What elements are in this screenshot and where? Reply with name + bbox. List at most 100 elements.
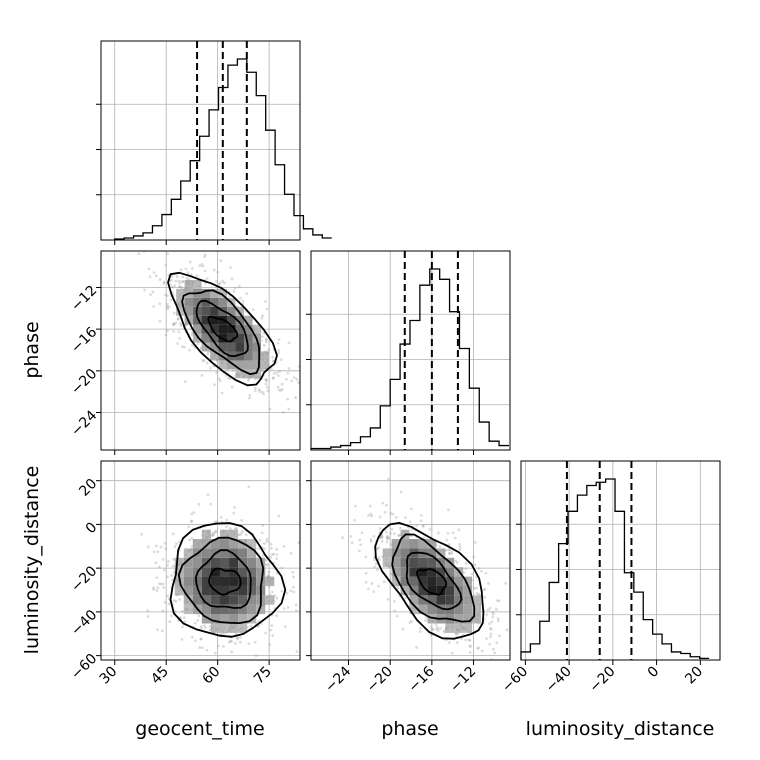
scatter-point (188, 538, 192, 542)
scatter-point (287, 407, 291, 411)
scatter-point (374, 562, 378, 566)
scatter-point (228, 366, 232, 369)
density-cell (409, 576, 419, 586)
scatter-point (225, 525, 229, 529)
scatter-point (257, 388, 261, 391)
density-cell (219, 585, 230, 596)
scatter-point (248, 315, 252, 319)
scatter-point (193, 639, 197, 643)
density-cell (210, 576, 220, 586)
contour-group (167, 271, 278, 387)
scatter-point (244, 539, 248, 543)
scatter-point (410, 527, 414, 531)
scatter-point (490, 620, 494, 624)
density-cell (252, 324, 262, 334)
scatter-point (390, 527, 394, 531)
scatter-point (164, 293, 167, 297)
scatter-point (197, 284, 201, 288)
scatter-point (201, 359, 205, 363)
scatter-point (205, 648, 209, 652)
density-cell (252, 342, 262, 352)
scatter-point (198, 264, 202, 268)
scatter-point (198, 646, 202, 649)
scatter-point (459, 624, 462, 627)
scatter-point (228, 294, 231, 298)
density-cell (201, 576, 211, 586)
scatter-point (190, 544, 194, 548)
scatter-point (263, 350, 267, 354)
scatter-point (254, 376, 258, 380)
scatter-point (162, 281, 166, 285)
scatter-point (180, 610, 184, 613)
density-cell (193, 279, 202, 289)
scatter-point (431, 541, 435, 545)
scatter-point (169, 298, 173, 302)
scatter-point (215, 358, 219, 362)
scatter-point (237, 533, 241, 537)
scatter-point (196, 342, 200, 346)
density-cell (235, 306, 245, 316)
scatter-point (154, 544, 158, 548)
density-cell (210, 604, 220, 615)
scatter-point (477, 646, 481, 650)
scatter-point (245, 626, 249, 629)
scatter-point (393, 609, 397, 613)
x-tick-label: 45 (148, 664, 172, 688)
density-cell (201, 614, 211, 624)
scatter-point (489, 635, 492, 639)
scatter-point (257, 333, 261, 337)
scatter-point (223, 281, 226, 285)
scatter-point (369, 512, 373, 516)
scatter-point (163, 600, 167, 604)
scatter-point (201, 646, 204, 650)
scatter-point (197, 542, 201, 546)
scatter-point (280, 388, 284, 391)
scatter-point (386, 537, 390, 541)
scatter-point (230, 639, 233, 643)
scatter-point (202, 624, 206, 627)
density-cell (238, 623, 248, 633)
x-tick-label: 60 (200, 664, 224, 688)
scatter-point (233, 623, 237, 627)
scatter-point (265, 540, 269, 543)
density-cell (238, 567, 248, 577)
scatter-point (264, 631, 267, 635)
scatter-point (498, 634, 501, 638)
scatter-point (165, 294, 169, 298)
scatter-point (370, 514, 373, 518)
scatter-point (464, 627, 468, 631)
scatter-point (372, 534, 376, 538)
scatter-point (455, 561, 459, 565)
y-tick-label: −24 (68, 407, 100, 439)
axis-ticks: 30 45 60 75 −24 −20 −16 −12 −60 −40 −20 0 20 −24 −20 −1… (68, 103, 706, 696)
scatter-point (272, 552, 276, 556)
density-cell (183, 567, 193, 577)
contour-line (416, 568, 448, 596)
scatter-point (445, 538, 449, 542)
density-cell (219, 529, 230, 540)
scatter-point (487, 581, 490, 585)
scatter-point (187, 282, 191, 286)
density-cell (391, 567, 401, 577)
density-cell (238, 614, 248, 624)
density-cell (418, 576, 428, 586)
scatter-point (167, 305, 171, 309)
scatter-point (265, 537, 269, 541)
scatter-point (254, 377, 257, 381)
density-cell (256, 567, 266, 577)
scatter-point (146, 614, 150, 618)
density-cell (229, 623, 239, 633)
scatter-point (291, 570, 295, 574)
scatter-point (197, 502, 201, 506)
scatter-point (166, 252, 170, 256)
density-cell (193, 315, 202, 325)
scatter-point (175, 542, 178, 546)
scatter-point (394, 516, 398, 519)
density-cell (418, 595, 428, 605)
scatter-point (257, 376, 260, 380)
scatter-point (234, 373, 238, 376)
density-cell (238, 604, 248, 615)
scatter-point (188, 348, 191, 352)
density-cell (201, 342, 211, 352)
scatter-point (162, 568, 166, 572)
